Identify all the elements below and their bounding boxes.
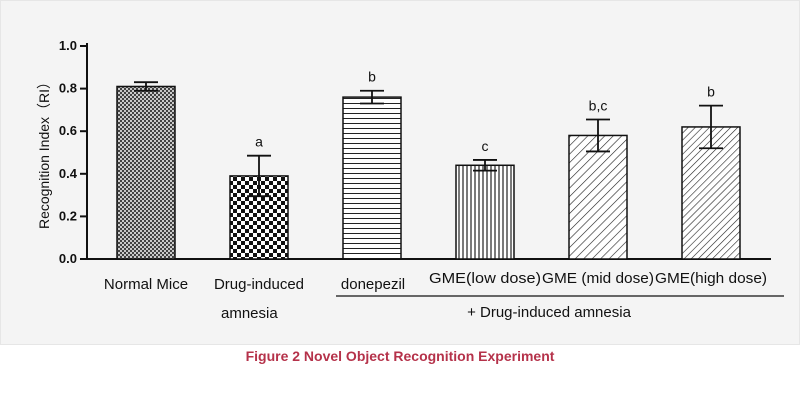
significance-label: b <box>707 84 715 100</box>
bar <box>568 134 628 260</box>
category-label: GME(low dose) <box>429 270 541 287</box>
figure-caption: Figure 2 Novel Object Recognition Experi… <box>245 348 555 364</box>
bar <box>342 96 402 260</box>
y-tick-label: 0.4 <box>59 166 78 181</box>
significance-label: c <box>482 138 489 154</box>
y-tick-label: 0.6 <box>59 123 77 138</box>
bar <box>116 85 176 260</box>
y-tick-label: 1.0 <box>59 38 77 53</box>
y-tick-label: 0.8 <box>59 81 77 96</box>
bars-group: a b c b,c b <box>116 69 741 260</box>
chart-svg: Recognition Index（RI） 0.0 0.2 0.4 0.6 0.8 1.0… <box>36 38 784 322</box>
significance-label: b <box>368 69 376 85</box>
significance-label: b,c <box>589 97 608 113</box>
significance-label: a <box>255 134 263 150</box>
category-label: donepezil <box>341 276 405 293</box>
category-label: Normal Mice <box>104 276 188 293</box>
y-tick-label: 0.2 <box>59 208 77 223</box>
y-ticks-group: 0.0 0.2 0.4 0.6 0.8 1.0 <box>59 38 87 266</box>
group-label: + Drug-induced amnesia <box>467 304 632 321</box>
bar <box>455 164 515 260</box>
category-label: Drug-induced <box>214 276 304 293</box>
category-label-line2: amnesia <box>221 305 278 322</box>
category-label: GME (mid dose) <box>542 270 654 287</box>
y-tick-label: 0.0 <box>59 251 77 266</box>
category-label: GME(high dose) <box>655 270 767 287</box>
y-axis-title: Recognition Index（RI） <box>36 75 52 229</box>
category-labels-group: Normal Mice Drug-induced amnesia donepezil G… <box>104 270 767 322</box>
chart-frame: Recognition Index（RI） 0.0 0.2 0.4 0.6 0.8 1.0… <box>0 0 800 345</box>
